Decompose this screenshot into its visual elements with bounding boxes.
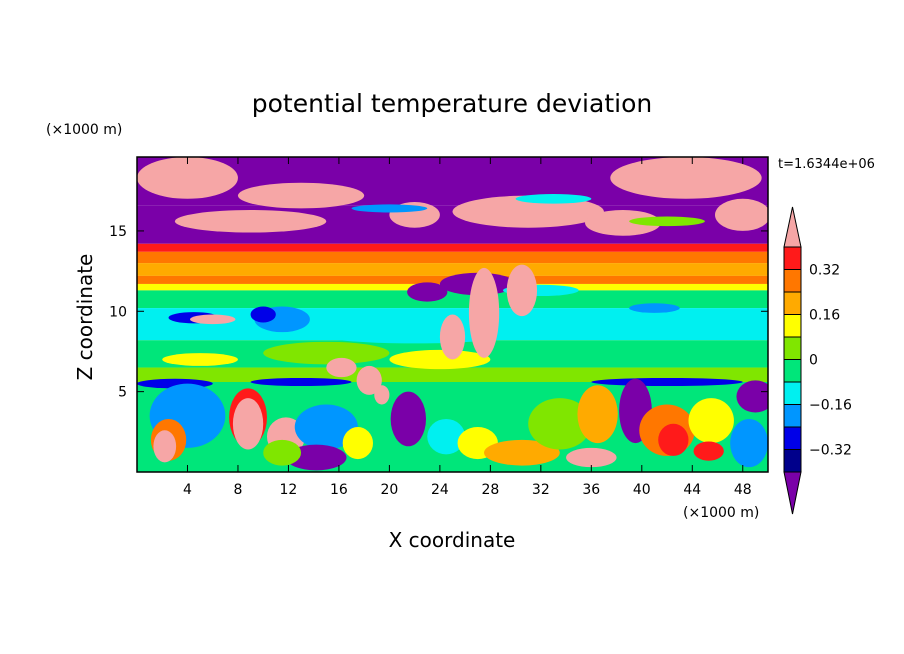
field-band	[137, 251, 768, 264]
field-feature	[688, 398, 734, 444]
field-feature	[730, 418, 768, 468]
field-feature	[468, 267, 500, 358]
field-feature	[342, 427, 373, 460]
y-axis-label: Z coordinate	[73, 254, 97, 381]
field-band	[137, 263, 768, 276]
colorbar-swatch	[783, 449, 802, 473]
field-feature	[693, 441, 724, 461]
field-feature	[591, 377, 743, 387]
x-axis-ticks: 4 8 12 16 20 24 28 32 36 40 44 48	[183, 157, 752, 498]
x-tick-label: 12	[280, 482, 298, 498]
field-feature	[715, 198, 768, 231]
colorbar-swatch	[783, 291, 802, 315]
field-feature	[374, 385, 390, 405]
field-feature	[629, 216, 705, 227]
field-feature	[407, 282, 448, 302]
field-feature	[153, 430, 177, 463]
field-feature	[137, 157, 238, 199]
plot-frame	[136, 156, 769, 473]
x-tick-label: 8	[233, 482, 242, 498]
time-label: t=1.6344e+06	[778, 157, 875, 172]
colorbar-label: 0.16	[809, 308, 840, 324]
field-feature	[313, 324, 516, 344]
colorbar-label: 0.32	[809, 263, 840, 279]
field-feature	[515, 193, 592, 204]
field-feature	[237, 182, 365, 209]
colorbar-swatch	[783, 336, 802, 360]
x-axis-label: X coordinate	[389, 528, 516, 552]
field-feature	[452, 195, 604, 228]
colorbar-label: −0.16	[809, 398, 852, 414]
colorbar-swatch	[783, 381, 802, 405]
field-feature	[528, 398, 592, 450]
field-feature	[629, 303, 680, 313]
colorbar-swatch	[783, 359, 802, 383]
colorbar-swatch	[783, 426, 802, 450]
field-feature	[232, 398, 264, 450]
colorbar-swatch	[783, 246, 802, 270]
field-feature	[294, 404, 358, 450]
field-feature	[658, 423, 689, 456]
colorbar-swatch	[783, 314, 802, 338]
x-tick-label: 36	[582, 482, 600, 498]
field-feature	[190, 314, 236, 325]
field-band	[137, 243, 768, 252]
field-feature	[250, 306, 276, 323]
field-feature	[610, 157, 762, 199]
x-tick-label: 32	[532, 482, 550, 498]
y-tick-label: 5	[118, 385, 127, 401]
x-tick-label: 48	[734, 482, 752, 498]
field-band	[137, 290, 768, 309]
colorbar-label: −0.32	[809, 443, 852, 459]
y-axis-ticks: 5 10 15	[109, 224, 768, 401]
x-tick-label: 24	[431, 482, 449, 498]
field-feature	[566, 447, 617, 468]
field-feature	[390, 391, 426, 447]
field-feature	[736, 380, 768, 413]
x-tick-label: 16	[330, 482, 348, 498]
heatmap-field	[137, 157, 768, 472]
y-tick-label: 15	[109, 224, 127, 240]
colorbar-max-arrow	[783, 206, 802, 248]
field-feature	[427, 418, 466, 455]
field-feature	[506, 264, 538, 317]
field-feature	[162, 353, 238, 366]
x-tick-label: 4	[183, 482, 192, 498]
field-feature	[174, 210, 327, 233]
field-feature	[351, 204, 428, 213]
field-feature	[356, 365, 382, 395]
x-tick-label: 28	[481, 482, 499, 498]
field-feature	[263, 439, 302, 466]
colorbar-label: 0	[809, 353, 818, 369]
colorbar-min-arrow	[783, 471, 802, 515]
field-feature	[250, 377, 352, 387]
x-unit-label: (×1000 m)	[683, 505, 759, 521]
x-tick-label: 40	[633, 482, 651, 498]
field-feature	[285, 444, 347, 471]
field-feature	[585, 210, 661, 236]
colorbar: 0.32 0.16 0 −0.16 −0.32	[783, 206, 852, 515]
field-feature	[577, 385, 618, 444]
chart-title: potential temperature deviation	[252, 89, 652, 118]
y-tick-label: 10	[109, 304, 127, 320]
field-feature	[439, 314, 466, 360]
colorbar-swatch	[783, 404, 802, 428]
field-feature	[326, 357, 357, 378]
field-feature	[389, 349, 491, 370]
colorbar-swatch	[783, 269, 802, 293]
field-feature	[263, 341, 390, 365]
field-feature	[484, 439, 560, 466]
x-tick-label: 44	[683, 482, 701, 498]
x-tick-label: 20	[380, 482, 398, 498]
y-unit-label: (×1000 m)	[46, 122, 122, 138]
